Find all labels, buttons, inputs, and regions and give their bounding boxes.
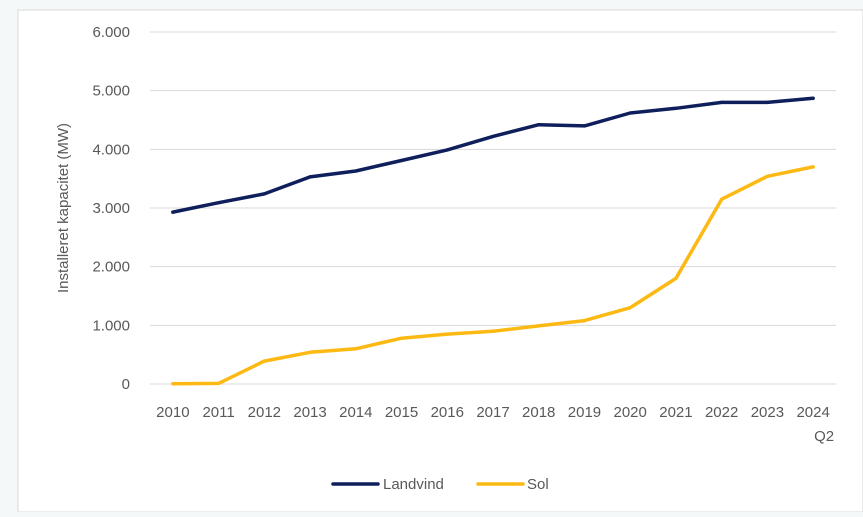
- data-point-landvind: [491, 134, 495, 139]
- data-point-sol: [811, 165, 815, 169]
- data-point-sol: [171, 382, 175, 386]
- data-point-landvind: [765, 100, 770, 104]
- y-tick-label: 3.000: [92, 200, 130, 217]
- y-tick-label: 6.000: [92, 24, 130, 41]
- data-point-sol: [399, 336, 404, 340]
- y-tick-label: 4.000: [92, 141, 130, 158]
- y-tick-label: 2.000: [92, 259, 130, 276]
- data-point-landvind: [445, 148, 449, 152]
- data-point-landvind: [399, 158, 404, 163]
- data-point-landvind: [674, 106, 678, 110]
- y-axis-label: Installeret kapacitet (MW): [55, 123, 72, 293]
- data-point-landvind: [171, 210, 175, 214]
- x-tick-label: 2020: [614, 404, 647, 421]
- x-tick-label: 2015: [385, 404, 418, 421]
- data-point-landvind: [720, 100, 724, 104]
- legend: Landvind Sol: [331, 476, 549, 493]
- x-tick-label: 2024: [796, 404, 829, 421]
- data-point-landvind: [262, 192, 266, 196]
- x-tick-label: 2019: [568, 404, 601, 421]
- x-tick-label: 2021: [659, 404, 692, 421]
- gridlines: [150, 31, 836, 385]
- y-tick-label: 5.000: [92, 83, 130, 100]
- data-point-landvind: [354, 169, 358, 173]
- data-point-sol: [217, 381, 221, 386]
- y-tick-label: 1.000: [92, 317, 130, 334]
- data-point-landvind: [217, 201, 221, 205]
- x-tick-sublabel: Q2: [814, 428, 834, 445]
- x-tick-label: 2014: [339, 404, 372, 421]
- legend-label-sol: Sol: [527, 476, 549, 493]
- data-point-sol: [674, 276, 678, 280]
- data-point-landvind: [582, 124, 587, 128]
- y-axis-ticks: 0 1.000 2.000 3.000 4.000 5.000 6.000: [92, 24, 130, 393]
- data-point-sol: [628, 306, 632, 310]
- x-tick-label: 2012: [248, 404, 281, 421]
- data-point-landvind: [308, 175, 312, 179]
- x-tick-label: 2022: [705, 404, 738, 421]
- x-tick-label: 2011: [202, 404, 234, 421]
- data-point-landvind: [537, 123, 541, 127]
- data-point-sol: [308, 350, 312, 354]
- data-point-sol: [445, 332, 449, 336]
- x-tick-label: 2013: [293, 404, 326, 421]
- data-point-sol: [491, 329, 495, 333]
- data-point-sol: [537, 324, 541, 328]
- data-point-sol: [765, 174, 770, 178]
- data-point-sol: [354, 347, 358, 351]
- x-axis-ticks: 2010 2011 2012 2013 2014 2015 2016 2017 2018 2019…: [156, 404, 834, 445]
- data-point-sol: [720, 197, 724, 201]
- data-point-landvind: [628, 111, 632, 115]
- x-tick-label: 2016: [431, 404, 464, 421]
- x-tick-label: 2023: [751, 404, 784, 421]
- x-tick-label: 2017: [476, 404, 509, 421]
- chart-area: [17, 9, 863, 513]
- data-point-sol: [262, 359, 266, 363]
- x-tick-label: 2010: [156, 404, 189, 421]
- series-lines: [171, 96, 815, 386]
- y-tick-label: 0: [122, 376, 130, 393]
- legend-label-landvind: Landvind: [383, 476, 444, 493]
- x-tick-label: 2018: [522, 404, 555, 421]
- data-point-landvind: [811, 96, 815, 100]
- data-point-sol: [582, 319, 587, 323]
